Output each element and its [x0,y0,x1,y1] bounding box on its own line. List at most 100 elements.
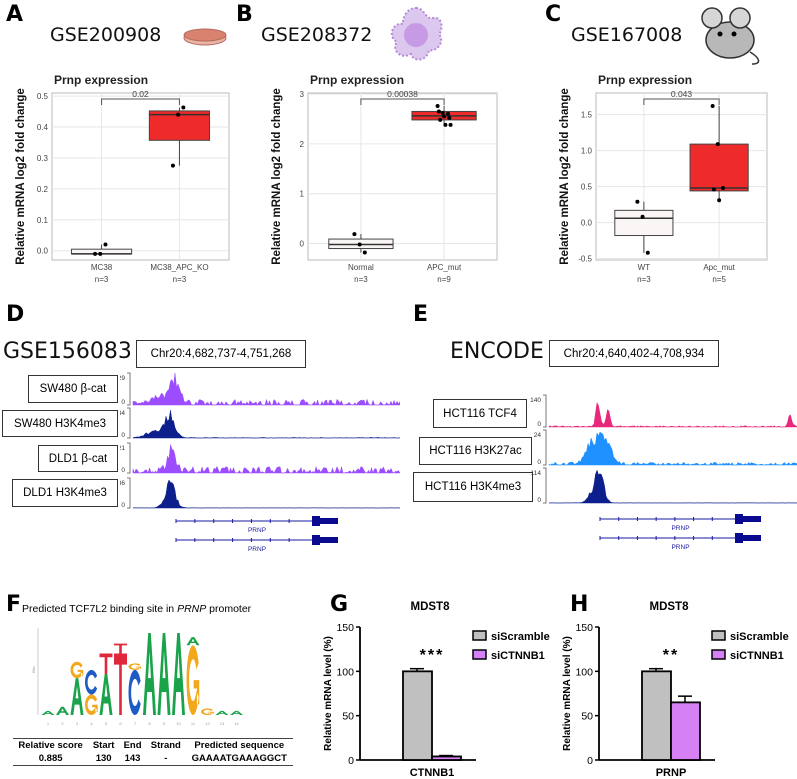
x-tick-label: Apc_mut [703,263,735,272]
legend-swatch [472,630,487,641]
group-n: n=5 [712,275,726,284]
y-tick-label: 0.5 [581,183,593,192]
gene-exon [312,535,320,545]
track-max: 21 [120,445,125,452]
gene-utr [743,535,761,541]
logo-position: 13 [220,721,225,726]
bar [402,670,433,761]
y-tick-label: 0.0 [581,219,593,228]
y-axis-label: Relative mRNA log2 fold change [15,88,27,265]
track-scale-bracket [127,372,131,406]
logo-letter-g [200,708,214,715]
x-tick-label: MC38 [91,263,113,272]
bar [431,755,462,761]
gene-utr [743,516,761,522]
track-min: 0 [121,399,125,406]
logo-position: 1 [47,721,50,726]
logo-letter-t [114,653,127,715]
logo-letter-c [128,669,141,715]
logo-position: 11 [191,721,196,726]
panel-label-h: H [570,592,589,617]
data-point [181,105,186,110]
logo-position: 9 [163,721,166,726]
table-header: End [123,740,142,751]
table-cell: 130 [95,753,112,764]
logo-letter-a [157,633,171,715]
track-min: 0 [537,497,541,504]
data-point [445,111,450,116]
chart-title: MDST8 [411,601,451,613]
gene-exon [735,533,743,543]
bar [670,701,701,761]
y-tick-label: 50 [581,711,593,723]
dataset-title-c: GSE167008 [571,24,683,46]
y-axis-label: Relative mRNA log2 fold change [271,88,283,265]
group-n: n=9 [437,275,451,284]
signal-track [548,469,797,504]
y-tick-label: 100 [575,666,593,678]
dataset-title-d: GSE156083 [3,339,132,364]
box [689,143,749,192]
track-scale-bracket [543,429,547,466]
y-tick-label: 50 [342,711,354,723]
y-tick-label: 100 [336,666,354,678]
x-tick-label: MC38_APC_KO [150,263,208,272]
data-point [442,114,447,119]
motif-title-text: promoter [206,603,252,615]
gene-label: PRNP [248,527,266,534]
track-max: 134 [120,410,125,417]
data-point [440,110,445,115]
plot-frame [307,92,498,261]
significance-stars: *** [420,647,445,664]
logo-letter-a [172,633,185,715]
signal-track [548,401,797,428]
group-n: n=3 [95,275,109,284]
logo-letter-t [99,653,113,674]
significance-bracket [101,98,180,105]
track-label: DLD1 β-cat [38,445,118,472]
logo-letter-a [230,710,243,715]
genome-tracks-d: 29 0 134 0 21 0 236 0 PRNP PRNP [120,372,400,553]
data-point [721,186,726,191]
box [614,209,674,237]
x-axis-label: CTNNB1 [410,767,455,779]
signal-track [132,444,400,474]
y-tick-label: 2 [300,140,305,149]
logo-letter-c [84,669,98,695]
track-scale-bracket [127,407,131,439]
gene-label: PRNP [671,525,689,532]
logo-position: 7 [134,721,137,726]
legend-swatch [711,630,726,641]
logo-letter-g [84,694,98,715]
y-tick-label: 150 [575,622,593,634]
y-axis-label: Relative mRNA level (%) [323,636,334,751]
signal-track [548,431,797,466]
data-point [448,122,453,127]
boxplot-c: Prnp expression -0.5 0.0 0.5 1.0 1.5 Relative … [559,73,768,284]
gene-exon [312,516,320,526]
logo-position: 6 [119,721,122,726]
bar [641,670,672,761]
legend-label: siScramble [730,631,789,643]
table-header: Strand [150,740,181,751]
y-tick-label: 0 [587,755,593,767]
logo-letter-a [215,710,229,715]
logo-position: 2 [61,721,64,726]
track-scale-bracket [127,477,131,509]
track-label: HCT116 H3K27ac [419,437,532,465]
p-value: 0.02 [132,89,149,99]
y-axis-label: Relative mRNA level (%) [562,636,573,751]
dataset-title-e: ENCODE [450,339,544,364]
track-min: 0 [121,432,125,439]
x-tick-label: Normal [348,263,374,272]
data-point [436,109,441,114]
logo-position: 5 [105,721,108,726]
legend-swatch [472,649,487,660]
panel-label-b: B [236,2,253,27]
table-cell: 143 [124,753,141,764]
logo-letter-a [41,710,55,715]
data-point [645,250,650,255]
data-point [357,242,362,247]
